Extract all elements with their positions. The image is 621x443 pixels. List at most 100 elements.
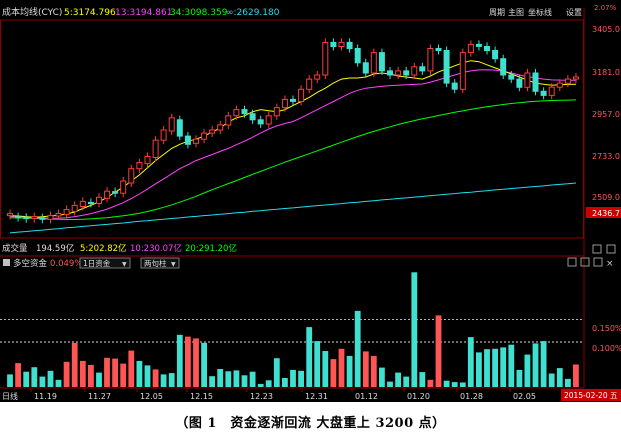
candle-body bbox=[516, 78, 523, 88]
candle-body bbox=[87, 201, 94, 205]
candle-body bbox=[338, 41, 345, 48]
indicator-bar bbox=[55, 379, 62, 387]
volume-title: 成交量 bbox=[2, 243, 28, 254]
candle-body bbox=[265, 115, 272, 125]
indicator-bar bbox=[209, 376, 215, 387]
stock-terminal: 成本均线(CYC) 5:3174.796 13:3194.861 34:3098… bbox=[0, 0, 621, 402]
indicator-bar bbox=[290, 369, 296, 387]
candle-body bbox=[15, 216, 22, 219]
indicator-bar bbox=[39, 376, 46, 387]
volume-close-icon[interactable] bbox=[606, 244, 616, 254]
legend-ma13: 13:3194.861 bbox=[115, 8, 172, 18]
indicator-bar bbox=[484, 349, 490, 387]
indicator-settings-icon[interactable] bbox=[567, 257, 577, 267]
indicator-mode-select[interactable] bbox=[140, 257, 180, 269]
candle-body bbox=[451, 82, 458, 90]
chevron-down-icon: ▼ bbox=[122, 261, 127, 268]
indicator-bar bbox=[7, 374, 13, 387]
indicator-period-select-value: 1日资金 bbox=[83, 258, 111, 268]
indicator-title: 多空资金 bbox=[13, 258, 48, 269]
candle-body bbox=[298, 88, 305, 103]
candle-body bbox=[193, 138, 199, 144]
candle-body bbox=[160, 129, 167, 141]
indicator-bar bbox=[249, 371, 256, 387]
volume-settings-icon[interactable] bbox=[592, 244, 602, 254]
indicator-bar bbox=[556, 368, 563, 387]
date-tick-label: 11.19 bbox=[34, 392, 57, 401]
candle-body bbox=[128, 168, 135, 184]
indicator-zoom-icon[interactable] bbox=[593, 257, 603, 267]
candle-body bbox=[435, 48, 442, 51]
indicator-bar bbox=[15, 363, 21, 387]
candle-body bbox=[475, 43, 482, 47]
candle-body bbox=[556, 82, 563, 88]
indicator-refresh-icon[interactable] bbox=[580, 257, 590, 267]
candle-body bbox=[152, 139, 159, 158]
indicator-bar bbox=[306, 327, 313, 387]
indicator-bar bbox=[112, 358, 118, 387]
candle-body bbox=[524, 72, 531, 88]
main-panel-title: 成本均线(CYC) bbox=[2, 6, 62, 18]
candle-body bbox=[370, 52, 377, 74]
date-tick-label: 12.23 bbox=[250, 392, 273, 401]
indicator-bar bbox=[233, 370, 240, 387]
candle-body bbox=[467, 43, 474, 54]
toolbar-settings-button[interactable]: 设置 bbox=[566, 7, 582, 17]
indicator-bar bbox=[193, 338, 199, 387]
price-tick-2: 3181.0 bbox=[592, 68, 620, 77]
candle-body bbox=[233, 109, 240, 117]
toolbar-gridline-button[interactable]: 坐标线 bbox=[528, 7, 552, 17]
indicator-bar bbox=[435, 315, 442, 387]
date-tick-label: 01.28 bbox=[460, 392, 483, 401]
indicator-bar bbox=[532, 343, 539, 387]
indicator-mode-select-value: 两句柱 bbox=[144, 258, 167, 268]
indicator-bar bbox=[459, 382, 466, 387]
candle-body bbox=[79, 200, 86, 207]
candle-body bbox=[23, 216, 30, 220]
bottom-date-bar bbox=[0, 388, 621, 402]
candle-body bbox=[47, 215, 54, 220]
candle-body bbox=[492, 50, 499, 60]
toolbar-period-button[interactable]: 周期 bbox=[489, 8, 505, 17]
candle-body bbox=[96, 196, 102, 204]
candle-body bbox=[104, 190, 111, 199]
indicator-bar bbox=[379, 367, 385, 387]
candle-body bbox=[330, 41, 337, 48]
indicator-percent: 0.049% bbox=[50, 259, 82, 269]
indicator-menu-icon[interactable] bbox=[3, 259, 10, 266]
ma5-line bbox=[9, 60, 577, 218]
candle-body bbox=[314, 74, 321, 80]
toolbar-main-button[interactable]: 主图 bbox=[508, 7, 524, 17]
indicator-close-icon[interactable]: × bbox=[606, 259, 614, 269]
level-label-low: 0.100% bbox=[592, 344, 621, 353]
candle-body bbox=[249, 113, 256, 121]
indicator-bar bbox=[524, 354, 531, 387]
candle-body bbox=[419, 66, 426, 72]
candle-body bbox=[548, 86, 555, 96]
indicator-bar bbox=[427, 379, 434, 387]
candle-body bbox=[532, 72, 539, 92]
indicator-bar bbox=[322, 351, 329, 387]
indicator-bar bbox=[71, 342, 78, 387]
indicator-bar bbox=[217, 369, 224, 387]
indicator-bar bbox=[88, 364, 94, 387]
stock-chart-svg: 成本均线(CYC) 5:3174.796 13:3194.861 34:3098… bbox=[0, 4, 621, 402]
candle-body bbox=[573, 76, 579, 80]
indicator-bar bbox=[419, 372, 426, 387]
volume-ma20: 20:291.20亿 bbox=[185, 243, 237, 254]
indicator-bar bbox=[338, 348, 345, 388]
indicator-bar bbox=[500, 347, 507, 387]
volume-value: 194.59亿 bbox=[36, 243, 74, 254]
indicator-bar bbox=[144, 365, 151, 387]
candle-body bbox=[241, 109, 248, 115]
indicator-period-select[interactable] bbox=[79, 257, 131, 269]
candle-body bbox=[31, 216, 38, 220]
indicator-bar bbox=[160, 374, 167, 387]
top-price-percent: 2.07% bbox=[594, 4, 617, 12]
legend-ma5: 5:3174.796 bbox=[64, 8, 116, 18]
candle-body bbox=[112, 191, 119, 194]
indicator-bar bbox=[104, 357, 110, 388]
candle-body bbox=[322, 41, 329, 76]
price-tick-4: 2733.0 bbox=[592, 152, 620, 161]
candle-body bbox=[55, 213, 62, 217]
